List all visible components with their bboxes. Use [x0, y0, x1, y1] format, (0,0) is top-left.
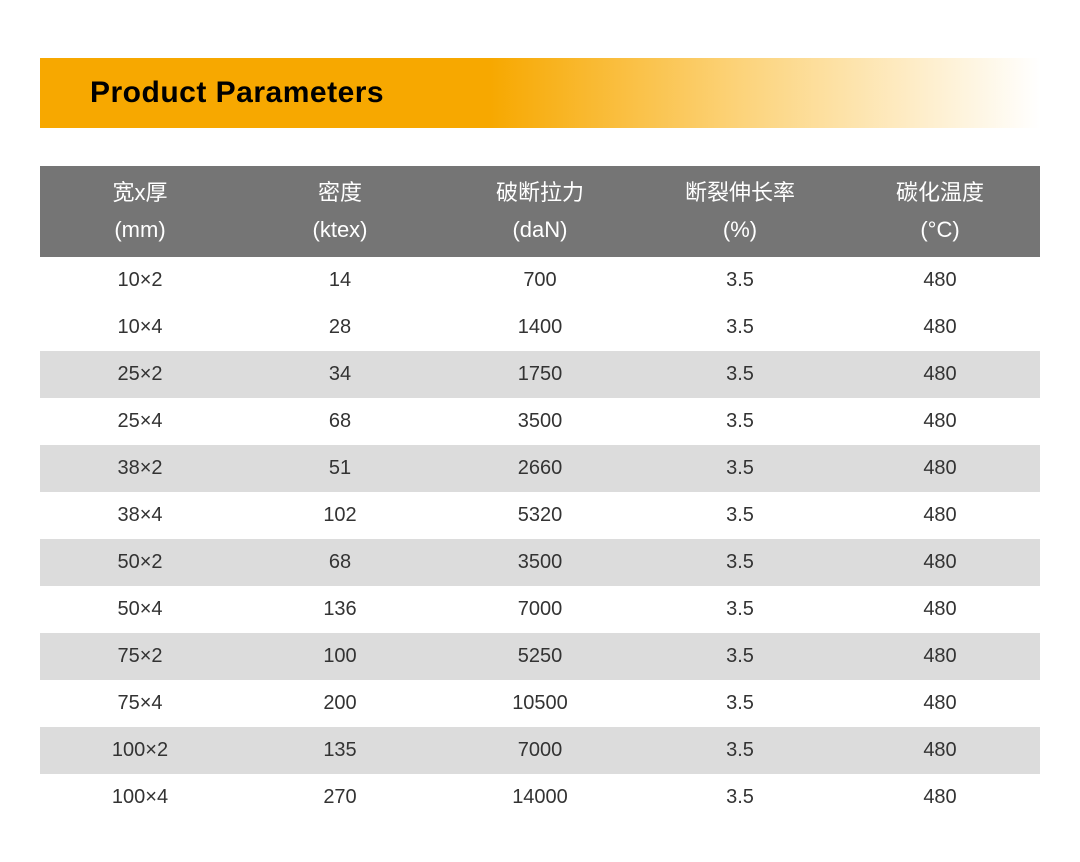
- parameters-table: 宽x厚 (mm) 密度 (ktex) 破断拉力 (daN) 断裂伸长率 (%) …: [40, 166, 1040, 821]
- cell-force: 7000: [440, 727, 640, 774]
- cell-dimension: 50×2: [40, 539, 240, 586]
- table-row: 75×4 200 10500 3.5 480: [40, 680, 1040, 727]
- cell-temp: 480: [840, 774, 1040, 821]
- col-label: 密度: [244, 174, 436, 211]
- cell-elongation: 3.5: [640, 257, 840, 304]
- cell-force: 2660: [440, 445, 640, 492]
- cell-dimension: 50×4: [40, 586, 240, 633]
- cell-force: 1400: [440, 304, 640, 351]
- col-header-elongation: 断裂伸长率 (%): [640, 166, 840, 257]
- cell-density: 68: [240, 539, 440, 586]
- cell-density: 34: [240, 351, 440, 398]
- table-row: 38×4 102 5320 3.5 480: [40, 492, 1040, 539]
- cell-force: 700: [440, 257, 640, 304]
- cell-elongation: 3.5: [640, 727, 840, 774]
- col-unit: (%): [644, 211, 836, 248]
- cell-elongation: 3.5: [640, 351, 840, 398]
- title-banner: Product Parameters: [40, 58, 1040, 128]
- cell-temp: 480: [840, 586, 1040, 633]
- cell-force: 3500: [440, 539, 640, 586]
- cell-force: 5250: [440, 633, 640, 680]
- cell-dimension: 38×4: [40, 492, 240, 539]
- cell-dimension: 100×2: [40, 727, 240, 774]
- cell-elongation: 3.5: [640, 539, 840, 586]
- table-row: 25×4 68 3500 3.5 480: [40, 398, 1040, 445]
- cell-force: 5320: [440, 492, 640, 539]
- cell-force: 10500: [440, 680, 640, 727]
- cell-temp: 480: [840, 539, 1040, 586]
- cell-temp: 480: [840, 257, 1040, 304]
- cell-density: 136: [240, 586, 440, 633]
- page-title: Product Parameters: [90, 76, 990, 110]
- cell-temp: 480: [840, 633, 1040, 680]
- cell-elongation: 3.5: [640, 586, 840, 633]
- cell-density: 14: [240, 257, 440, 304]
- cell-dimension: 75×2: [40, 633, 240, 680]
- cell-temp: 480: [840, 680, 1040, 727]
- cell-dimension: 38×2: [40, 445, 240, 492]
- cell-dimension: 75×4: [40, 680, 240, 727]
- col-label: 宽x厚: [44, 174, 236, 211]
- cell-elongation: 3.5: [640, 445, 840, 492]
- col-label: 碳化温度: [844, 174, 1036, 211]
- table-row: 50×4 136 7000 3.5 480: [40, 586, 1040, 633]
- col-header-width-thickness: 宽x厚 (mm): [40, 166, 240, 257]
- cell-elongation: 3.5: [640, 680, 840, 727]
- table-row: 100×4 270 14000 3.5 480: [40, 774, 1040, 821]
- col-unit: (mm): [44, 211, 236, 248]
- table-row: 10×2 14 700 3.5 480: [40, 257, 1040, 304]
- cell-temp: 480: [840, 398, 1040, 445]
- cell-density: 102: [240, 492, 440, 539]
- cell-density: 135: [240, 727, 440, 774]
- cell-force: 7000: [440, 586, 640, 633]
- col-header-density: 密度 (ktex): [240, 166, 440, 257]
- col-header-carbonization-temp: 碳化温度 (°C): [840, 166, 1040, 257]
- col-unit: (°C): [844, 211, 1036, 248]
- cell-elongation: 3.5: [640, 774, 840, 821]
- cell-temp: 480: [840, 727, 1040, 774]
- table-row: 50×2 68 3500 3.5 480: [40, 539, 1040, 586]
- cell-density: 200: [240, 680, 440, 727]
- cell-temp: 480: [840, 492, 1040, 539]
- cell-force: 1750: [440, 351, 640, 398]
- table-header: 宽x厚 (mm) 密度 (ktex) 破断拉力 (daN) 断裂伸长率 (%) …: [40, 166, 1040, 257]
- cell-density: 51: [240, 445, 440, 492]
- table-body: 10×2 14 700 3.5 480 10×4 28 1400 3.5 480…: [40, 257, 1040, 821]
- table-row: 38×2 51 2660 3.5 480: [40, 445, 1040, 492]
- cell-force: 14000: [440, 774, 640, 821]
- cell-density: 28: [240, 304, 440, 351]
- cell-elongation: 3.5: [640, 633, 840, 680]
- cell-temp: 480: [840, 304, 1040, 351]
- cell-temp: 480: [840, 351, 1040, 398]
- table-row: 25×2 34 1750 3.5 480: [40, 351, 1040, 398]
- cell-force: 3500: [440, 398, 640, 445]
- table-row: 10×4 28 1400 3.5 480: [40, 304, 1040, 351]
- cell-dimension: 100×4: [40, 774, 240, 821]
- cell-dimension: 25×4: [40, 398, 240, 445]
- col-unit: (ktex): [244, 211, 436, 248]
- cell-elongation: 3.5: [640, 304, 840, 351]
- col-header-breaking-force: 破断拉力 (daN): [440, 166, 640, 257]
- cell-dimension: 10×4: [40, 304, 240, 351]
- col-unit: (daN): [444, 211, 636, 248]
- cell-dimension: 10×2: [40, 257, 240, 304]
- col-label: 破断拉力: [444, 174, 636, 211]
- cell-density: 68: [240, 398, 440, 445]
- cell-density: 100: [240, 633, 440, 680]
- table-row: 75×2 100 5250 3.5 480: [40, 633, 1040, 680]
- cell-temp: 480: [840, 445, 1040, 492]
- cell-dimension: 25×2: [40, 351, 240, 398]
- cell-density: 270: [240, 774, 440, 821]
- table-row: 100×2 135 7000 3.5 480: [40, 727, 1040, 774]
- cell-elongation: 3.5: [640, 398, 840, 445]
- col-label: 断裂伸长率: [644, 174, 836, 211]
- cell-elongation: 3.5: [640, 492, 840, 539]
